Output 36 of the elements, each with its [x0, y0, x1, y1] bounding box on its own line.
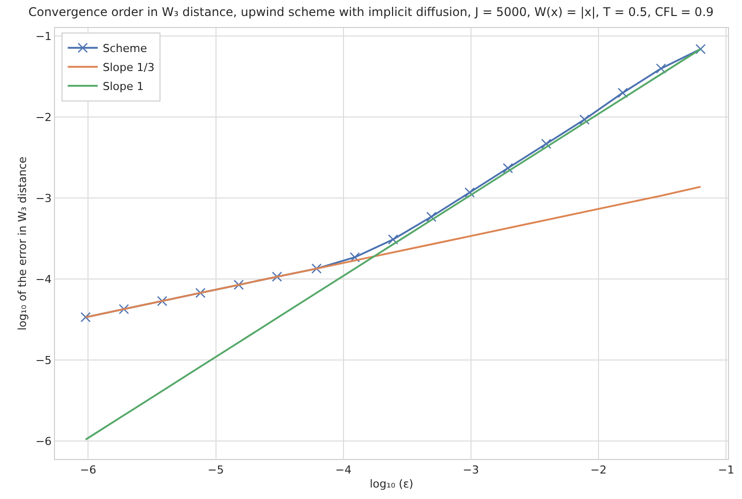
- x-axis-title: log₁₀ (ε): [370, 478, 414, 490]
- point: [80, 312, 91, 322]
- legend-label: Slope 1: [102, 80, 144, 94]
- y-tick-label: −6: [35, 435, 52, 448]
- x-tick-label: −1: [718, 463, 734, 476]
- point: [195, 288, 206, 298]
- point: [541, 138, 552, 149]
- y-axis-title: log₁₀ of the error in W₃ distance: [16, 156, 30, 330]
- point: [579, 114, 590, 125]
- point: [388, 234, 398, 245]
- point: [234, 280, 244, 290]
- chart-title: Convergence order in W₃ distance, upwind scheme with implicit diffusion, J = 5000, W(x) = |x|, T = 0.5, CFL = 0.9: [28, 4, 714, 19]
- point: [350, 252, 360, 262]
- line-series: [84, 186, 702, 318]
- y-tick-label: −2: [35, 110, 52, 124]
- point: [426, 212, 436, 222]
- point: [695, 44, 706, 54]
- legend-label: Scheme: [102, 42, 148, 56]
- x-tick-label: −4: [335, 463, 352, 476]
- point: [272, 272, 282, 282]
- y-tick-label: −5: [35, 354, 52, 368]
- x-tick-label: −2: [590, 463, 607, 476]
- point: [656, 63, 666, 74]
- x-tick-label: −6: [80, 463, 96, 476]
- point: [157, 296, 168, 306]
- point: [464, 187, 475, 198]
- point: [502, 163, 514, 174]
- y-tick-label: −4: [35, 273, 52, 286]
- y-tick-label: −1: [35, 30, 52, 43]
- legend-label: Slope 1/3: [102, 61, 154, 74]
- point: [118, 304, 129, 314]
- y-tick-label: −3: [35, 192, 52, 205]
- point: [618, 88, 628, 98]
- point: [311, 264, 322, 274]
- x-tick-label: −3: [462, 463, 480, 476]
- x-tick-label: −5: [208, 463, 224, 476]
